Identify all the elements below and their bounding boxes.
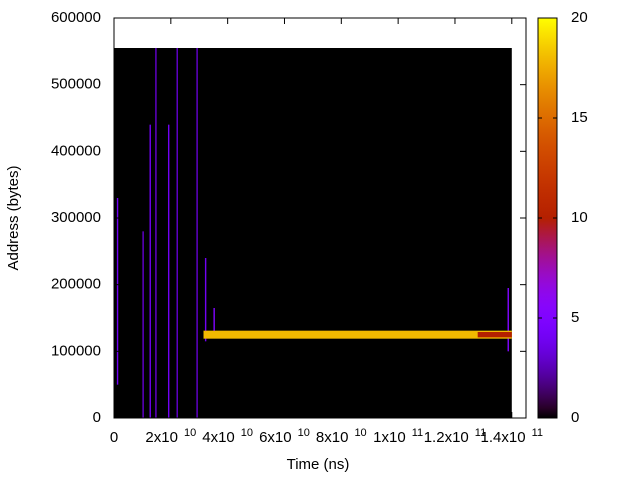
x-tick-label-base: 1.4x10 — [481, 429, 526, 446]
y-tick-label: 600000 — [51, 9, 101, 26]
y-tick-label: 0 — [93, 409, 101, 426]
x-tick-label: 6x10 10 — [259, 427, 310, 446]
y-tick-label: 200000 — [51, 276, 101, 293]
y-axis-label: Address (bytes) — [5, 165, 22, 270]
x-tick-label: 8x10 10 — [316, 427, 367, 446]
x-tick-label-exponent: 10 — [354, 427, 366, 439]
x-tick-label-base: 2x10 — [145, 429, 178, 446]
y-tick-label: 400000 — [51, 142, 101, 159]
heat-cell — [203, 330, 512, 339]
x-tick-label-exponent: 10 — [184, 427, 196, 439]
colorbar-tick-label: 0 — [571, 409, 579, 426]
x-tick-label-base: 1x10 — [373, 429, 406, 446]
x-tick-label: 4x10 10 — [202, 427, 253, 446]
y-tick-label: 100000 — [51, 342, 101, 359]
x-tick-label: 1.2x10 11 — [424, 427, 486, 446]
heat-cell — [155, 48, 157, 418]
colorbar-tick-label: 15 — [571, 109, 588, 126]
x-tick-label-base: 6x10 — [259, 429, 292, 446]
heat-cell — [142, 231, 144, 418]
heat-cell — [114, 48, 512, 418]
x-tick-label: 1x10 11 — [373, 427, 423, 446]
heat-cell — [149, 124, 151, 419]
x-tick-label-exponent: 10 — [241, 427, 253, 439]
heat-cell — [167, 124, 170, 419]
x-tick-label-base: 8x10 — [316, 429, 349, 446]
heat-cell — [116, 198, 119, 385]
x-tick-label: 1.4x10 11 — [481, 427, 543, 446]
x-tick-label-base: 4x10 — [202, 429, 235, 446]
heat-cell — [213, 308, 215, 338]
x-tick-label: 0 — [110, 429, 118, 446]
x-tick-label-exponent: 10 — [298, 427, 310, 439]
x-tick-label-exponent: 11 — [412, 427, 423, 439]
heat-cell — [507, 288, 509, 352]
y-tick-label: 300000 — [51, 209, 101, 226]
heat-cell — [176, 48, 178, 418]
colorbar-tick-label: 20 — [571, 9, 588, 26]
y-tick-label: 500000 — [51, 76, 101, 93]
x-tick-label-base: 1.2x10 — [424, 429, 469, 446]
colorbar-tick-label: 10 — [571, 209, 588, 226]
x-axis-label: Time (ns) — [287, 456, 350, 473]
colorbar-tick-label: 5 — [571, 309, 579, 326]
x-tick-label: 2x10 10 — [145, 427, 196, 446]
x-tick-label-exponent: 11 — [475, 427, 486, 439]
heat-cell — [204, 258, 207, 342]
heat-cell — [196, 48, 198, 418]
x-tick-label-exponent: 11 — [532, 427, 543, 439]
heat-cell — [477, 332, 512, 338]
